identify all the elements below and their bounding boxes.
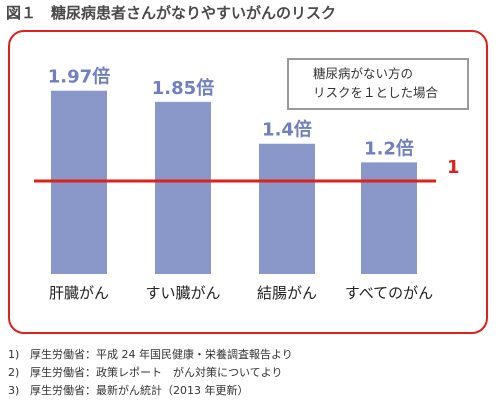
bar-value-label: 1.85倍 <box>152 77 214 99</box>
category-label: すべてのがん <box>345 284 433 302</box>
chart-frame <box>8 30 488 334</box>
bar-value-label: 1.4倍 <box>262 119 312 141</box>
footnote-number: 2) <box>8 366 20 379</box>
footnote-2: 2) 厚生労働省：政策レポート がん対策についてより <box>8 364 293 382</box>
footnote-text: 厚生労働省：平成 24 年国民健康・栄養調査報告より <box>30 348 293 361</box>
bar-3 <box>259 143 315 274</box>
footnote-text: 厚生労働省：最新がん統計（2013 年更新） <box>30 384 249 397</box>
chart-title: 図１ 糖尿病患者さんがなりやすいがんのリスク <box>6 4 337 22</box>
footnotes: 1) 厚生労働省：平成 24 年国民健康・栄養調査報告より 2) 厚生労働省：政… <box>8 346 293 400</box>
bar-value-label: 1.97倍 <box>48 66 110 88</box>
category-label: すい臓がん <box>145 284 220 302</box>
footnote-number: 3) <box>8 384 20 397</box>
note-line-2: リスクを１とした場合 <box>313 85 439 100</box>
footnote-number: 1) <box>8 348 20 361</box>
category-label: 結腸がん <box>257 284 317 302</box>
bar-value-label: 1.2倍 <box>364 137 414 159</box>
footnote-3: 3) 厚生労働省：最新がん統計（2013 年更新） <box>8 382 293 400</box>
legend-note: 糖尿病がない方の リスクを１とした場合 <box>287 58 469 110</box>
reference-line-label: 1 <box>447 157 460 178</box>
footnote-text: 厚生労働省：政策レポート がん対策についてより <box>30 366 283 379</box>
bar-2 <box>155 101 211 274</box>
bar-4 <box>361 162 417 274</box>
note-line-1: 糖尿病がない方の <box>313 66 414 81</box>
footnote-1: 1) 厚生労働省：平成 24 年国民健康・栄養調査報告より <box>8 346 293 364</box>
category-label: 肝臓がん <box>49 284 109 302</box>
